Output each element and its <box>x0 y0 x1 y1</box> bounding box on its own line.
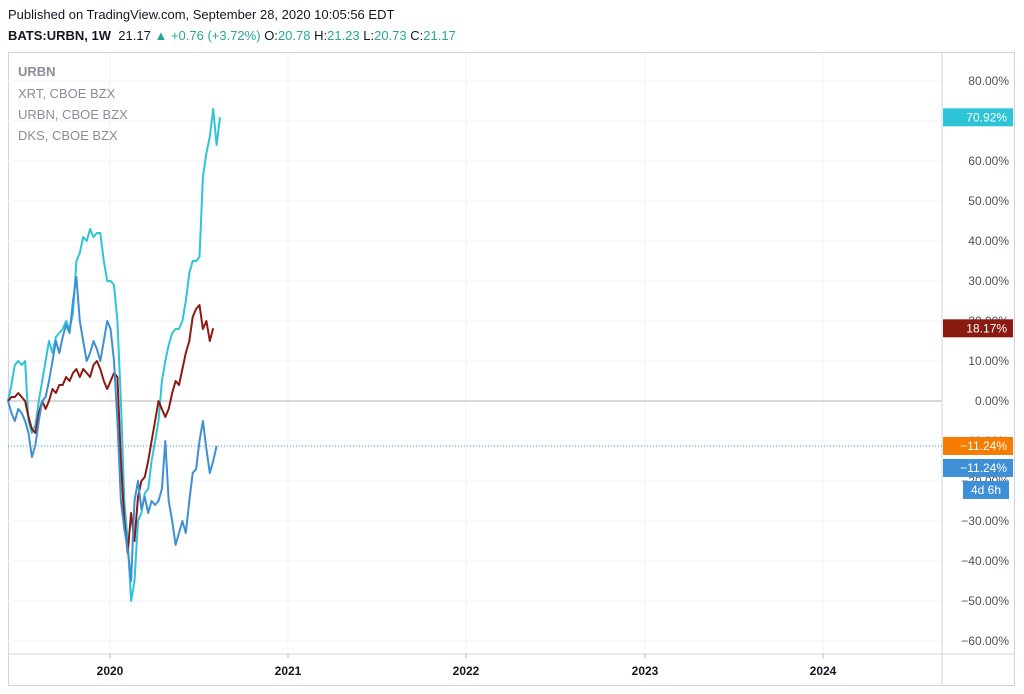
y-tick-label: −30.00% <box>961 514 1009 528</box>
y-tick-label: −60.00% <box>961 634 1009 648</box>
open-value: 20.78 <box>277 28 311 43</box>
x-tick-label: 2020 <box>97 664 124 678</box>
published-note: Published on TradingView.com, September … <box>8 7 395 22</box>
price-change: +0.76 (+3.72%) <box>170 28 261 43</box>
y-tick-label: 30.00% <box>968 274 1009 288</box>
close-value: 21.17 <box>423 28 456 43</box>
legend-item-xrt[interactable]: XRT, CBOE BZX <box>18 86 116 101</box>
price-tag-bg <box>943 436 1013 455</box>
x-tick-label: 2024 <box>810 664 837 678</box>
y-tick-label: −40.00% <box>961 554 1009 568</box>
open-label: O: <box>264 28 278 43</box>
low-value: 20.73 <box>374 28 407 43</box>
series-last-value-tag-bg <box>943 458 1013 477</box>
y-tick-label: 10.00% <box>968 354 1009 368</box>
legend-item-dks[interactable]: DKS, CBOE BZX <box>18 128 118 143</box>
chart-frame[interactable] <box>8 52 1015 686</box>
series-last-value-tag: 18.17% <box>966 321 1007 335</box>
y-tick-label: 60.00% <box>968 154 1009 168</box>
close-label: C: <box>410 28 424 43</box>
series-last-value-tag: −11.24% <box>960 461 1007 475</box>
series-last-value-tag: 70.92% <box>966 110 1007 124</box>
high-label: H: <box>314 28 328 43</box>
last-price: 21.17 <box>118 28 151 43</box>
legend-title[interactable]: URBN <box>18 64 56 79</box>
countdown-bg <box>963 480 1009 499</box>
countdown-label: 4d 6h <box>971 483 1001 497</box>
series-line-2 <box>7 276 218 582</box>
series-last-value-tag-bg <box>943 319 1013 338</box>
y-tick-label: 50.00% <box>968 194 1009 208</box>
legend-item-urbn[interactable]: URBN, CBOE BZX <box>18 107 128 122</box>
low-label: L: <box>363 28 375 43</box>
y-tick-label: 80.00% <box>968 74 1009 88</box>
y-tick-label: −50.00% <box>961 594 1009 608</box>
series-last-value-tag-bg <box>943 108 1013 127</box>
series-line-1 <box>7 304 215 554</box>
symbol-bar: BATS:URBN, 1W 21.17 ▲ +0.76 (+3.72%) O:2… <box>8 28 456 43</box>
price-tag: −11.24% <box>960 439 1007 453</box>
y-tick-label: 40.00% <box>968 234 1009 248</box>
y-tick-label: 0.00% <box>975 394 1009 408</box>
x-tick-label: 2022 <box>453 664 480 678</box>
series-line-0 <box>7 108 221 602</box>
symbol-name[interactable]: BATS:URBN, 1W <box>8 28 112 43</box>
high-value: 21.23 <box>327 28 360 43</box>
x-tick-label: 2023 <box>632 664 659 678</box>
x-tick-label: 2021 <box>275 664 302 678</box>
change-arrow-icon: ▲ <box>154 28 168 43</box>
